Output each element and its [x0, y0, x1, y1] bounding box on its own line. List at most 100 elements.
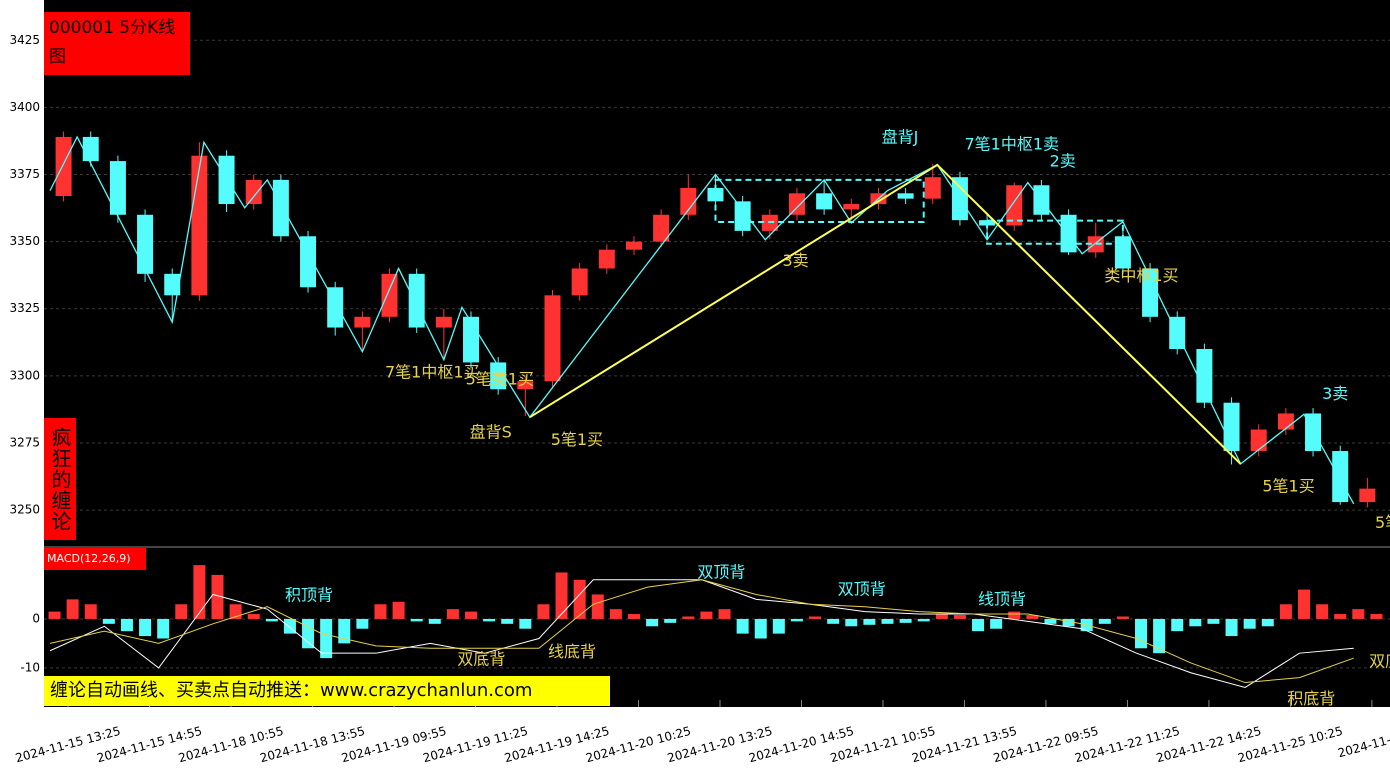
- y-tick-label: 3400: [9, 100, 40, 114]
- candle-body: [1277, 413, 1294, 430]
- macd-bar: [573, 579, 586, 619]
- macd-bar: [627, 614, 640, 619]
- macd-bar: [1189, 618, 1202, 627]
- macd-bar: [1316, 604, 1329, 619]
- macd-bar: [881, 618, 894, 624]
- macd-bar: [772, 618, 785, 634]
- macd-bar: [555, 572, 568, 619]
- macd-bar: [1261, 618, 1274, 627]
- candle-body: [327, 287, 344, 328]
- annotation: 7笔1中枢1卖: [964, 134, 1059, 153]
- annotation: 3卖: [782, 251, 808, 270]
- title-box: 000001 5分K线图 上证指数: [44, 12, 190, 96]
- macd-bar: [265, 618, 278, 622]
- line: [49, 135, 1355, 505]
- y-tick-label: 3425: [9, 33, 40, 47]
- macd-bar: [863, 618, 876, 625]
- macd-bar: [845, 618, 858, 627]
- candle-body: [435, 316, 452, 328]
- candle-body: [571, 268, 588, 296]
- macd-bar: [935, 614, 948, 619]
- annotation: 积底背: [1287, 689, 1335, 708]
- candle-body: [164, 273, 181, 296]
- macd-bar: [1352, 609, 1365, 619]
- candle-body: [816, 193, 833, 210]
- macd-bar: [899, 618, 912, 623]
- candle-body: [272, 179, 289, 237]
- badge: 疯狂的缠论: [44, 418, 76, 540]
- macd-bar: [1207, 618, 1220, 624]
- macd-bar: [1135, 618, 1148, 649]
- macd-bar: [1044, 618, 1057, 624]
- candle-body: [1006, 185, 1023, 226]
- annotation: 3卖: [1322, 384, 1348, 403]
- macd-bar: [66, 599, 79, 619]
- candle-body: [1250, 429, 1267, 452]
- candle-body: [1359, 488, 1376, 503]
- macd-bar: [428, 618, 441, 624]
- y-tick-label: 0: [32, 611, 40, 625]
- macd-bar: [410, 618, 423, 622]
- macd-bar: [917, 618, 930, 622]
- macd-bar: [1279, 604, 1292, 619]
- annotation: 2卖: [1050, 151, 1076, 170]
- macd-bar: [374, 604, 387, 619]
- macd-bar: [247, 614, 260, 619]
- y-tick-label: 3375: [9, 167, 40, 181]
- x-tick-label: 2024-11-25: [1336, 729, 1390, 761]
- hub: [714, 178, 925, 224]
- candle-body: [897, 193, 914, 199]
- candle-body: [191, 155, 208, 296]
- macd-line: [49, 579, 1354, 684]
- macd-bar: [139, 618, 152, 637]
- candle-body: [707, 187, 724, 202]
- macd-bar: [302, 618, 315, 649]
- candle-body: [1142, 268, 1159, 317]
- candle-body: [598, 249, 615, 269]
- candle-body: [1060, 214, 1077, 253]
- macd-bar: [1098, 618, 1111, 624]
- macd-bar: [102, 618, 115, 624]
- macd-bar: [1062, 618, 1075, 627]
- macd-bar: [48, 611, 61, 619]
- macd-bar: [320, 618, 333, 659]
- annotation: 5笔类1买: [466, 370, 534, 389]
- annotation: 类中枢1买: [1104, 266, 1178, 285]
- candle-body: [1223, 402, 1240, 452]
- candle-body: [245, 179, 262, 205]
- macd-bar: [211, 574, 224, 619]
- annotation: 双顶背: [838, 580, 886, 599]
- macd-bar: [1171, 618, 1184, 632]
- macd-bar: [193, 565, 206, 619]
- candle-body: [625, 241, 642, 250]
- annotation: 盘背J: [882, 127, 919, 146]
- macd-bar: [483, 618, 496, 622]
- candle-body: [408, 273, 425, 328]
- annotation: 双顶背: [697, 562, 745, 581]
- macd-bar: [664, 618, 677, 623]
- macd-bar: [120, 618, 133, 632]
- y-tick-label: 3250: [9, 503, 40, 517]
- macd-bar: [157, 618, 170, 639]
- candle-body: [734, 201, 751, 231]
- candle-body: [1114, 236, 1131, 269]
- annotation: 双底背: [457, 650, 505, 669]
- macd-bar: [736, 618, 749, 634]
- banner: 缠论自动画线、买卖点自动推送：www.crazychanlun.com: [44, 676, 610, 706]
- y-tick-label: 3325: [9, 301, 40, 315]
- candle-body: [924, 177, 941, 199]
- macd-bar: [754, 618, 767, 639]
- annotation: 5笔: [1375, 513, 1390, 532]
- annotation: 5笔1买: [1262, 477, 1314, 496]
- annotation: 7笔1中枢1买: [385, 363, 480, 382]
- macd-bar: [446, 609, 459, 619]
- candle-body: [843, 204, 860, 210]
- macd-bar: [1153, 618, 1166, 654]
- annotation: 线底背: [548, 642, 596, 661]
- annotation: 积顶背: [285, 585, 333, 604]
- chart-subtitle: 上证指数: [49, 76, 117, 96]
- plot-background: [44, 0, 1390, 707]
- candle-body: [354, 316, 371, 328]
- macd-bar: [1116, 616, 1129, 619]
